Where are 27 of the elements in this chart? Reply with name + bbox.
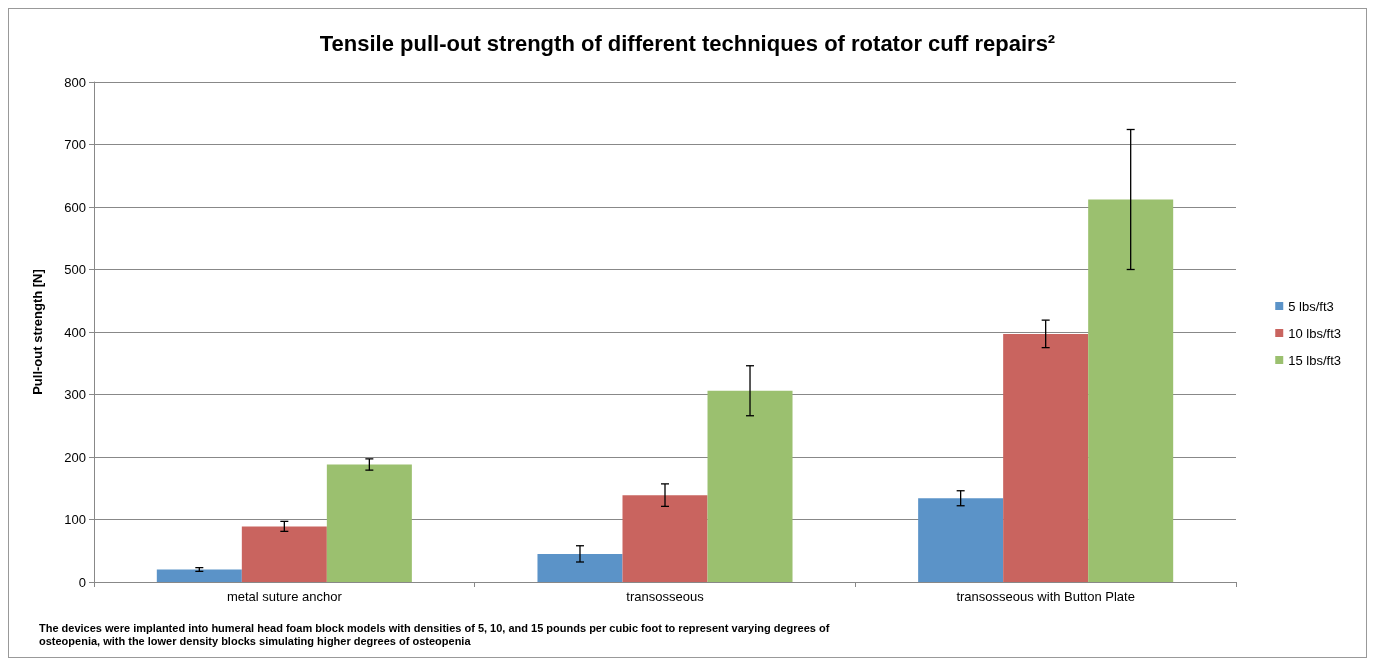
y-tick-label: 200: [64, 449, 86, 465]
chart-title: Tensile pull-out strength of different techniques of rotator cuff repairs²: [319, 30, 1056, 56]
y-axis-title: Pull-out strength [N]: [30, 269, 45, 395]
legend-label: 15 lbs/ft3: [1288, 352, 1342, 368]
legend-label: 10 lbs/ft3: [1288, 325, 1342, 341]
y-tick-label: 0: [78, 574, 86, 590]
legend-label: 5 lbs/ft3: [1288, 298, 1334, 314]
x-tick-label: transosseous: [626, 589, 705, 604]
bar: [156, 569, 242, 582]
y-tick-label: 100: [64, 512, 86, 527]
y-tick-label: 600: [64, 199, 86, 215]
bar: [537, 553, 623, 582]
bar: [918, 498, 1004, 582]
text: The devices were implanted into humeral head foam block models with densities of 5, 10, and 15 pounds per cubic foot to represent varying degrees of osteopenia, with the lower density blocks simulating higher degrees of osteopenia: [39, 621, 830, 647]
y-tick-label: 700: [64, 137, 86, 152]
bar: [1003, 333, 1089, 582]
bar: [241, 526, 327, 582]
x-tick-label: metal suture anchor: [226, 589, 343, 604]
y-tick-label: 400: [64, 324, 86, 340]
bar: [1088, 199, 1174, 582]
bar: [622, 495, 708, 582]
bar: [326, 464, 412, 582]
bar: [707, 390, 793, 582]
x-tick-label: transosseous with Button Plate: [956, 589, 1135, 604]
y-tick-label: 800: [64, 74, 86, 90]
y-tick-label: 300: [64, 387, 86, 402]
y-tick-label: 500: [64, 262, 86, 277]
